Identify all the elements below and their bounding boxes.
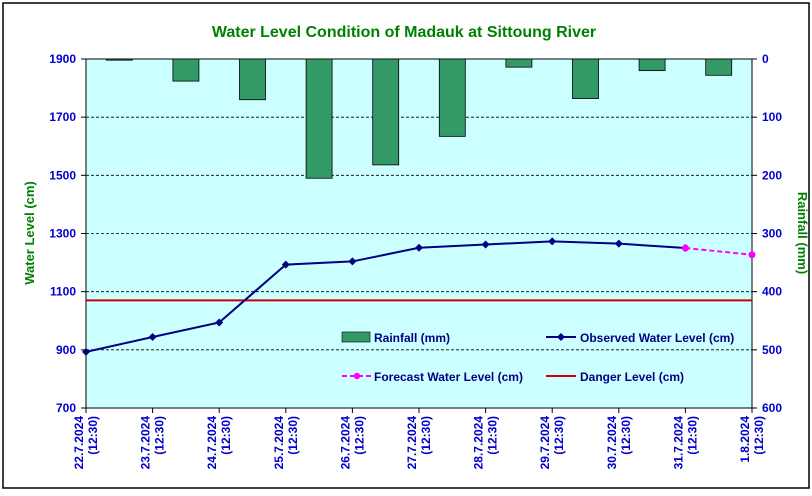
y2-axis-title: Rainfall (mm)	[795, 192, 810, 274]
x-tick-date-8: 30.7.2024	[605, 416, 619, 470]
y-tick-label-1500: 1500	[49, 168, 76, 182]
rainfall-bar-2	[239, 58, 266, 101]
y-tick-label-1900: 1900	[49, 52, 76, 66]
x-tick-date-6: 28.7.2024	[472, 416, 486, 470]
rainfall-bar-6	[505, 58, 533, 68]
y2-tick-label-0: 0	[762, 52, 769, 66]
legend-label-rainfall: Rainfall (mm)	[374, 331, 450, 345]
forecast-water-level-line	[685, 247, 753, 256]
x-tick-date-3: 25.7.2024	[272, 416, 286, 470]
y-tick-label-1700: 1700	[49, 110, 76, 124]
legend-label-danger: Danger Level (cm)	[580, 370, 684, 384]
y2-tick-label-500: 500	[762, 343, 782, 357]
observed-point-5	[415, 243, 423, 252]
rainfall-bar-7	[572, 58, 599, 99]
x-tick-time-6: (12:30)	[486, 416, 500, 455]
rainfall-bar-0	[105, 58, 133, 61]
y-axis-title: Water Level (cm)	[22, 181, 37, 285]
x-tick-date-9: 31.7.2024	[671, 416, 685, 470]
y2-tick-label-300: 300	[762, 227, 782, 241]
observed-point-2	[215, 318, 224, 327]
rainfall-bar-9	[705, 58, 733, 76]
rainfall-bar-3	[305, 58, 333, 179]
grid-lines	[86, 116, 752, 351]
y-tick-label-1300: 1300	[49, 227, 76, 241]
x-tick-time-3: (12:30)	[286, 416, 300, 455]
x-tick-date-2: 24.7.2024	[205, 416, 219, 470]
rainfall-bar-8	[638, 58, 666, 72]
x-tick-date-7: 29.7.2024	[538, 416, 552, 470]
observed-point-8	[614, 239, 623, 248]
y-tick-label-900: 900	[56, 343, 76, 357]
y-tick-label-700: 700	[56, 401, 76, 415]
rainfall-bars	[105, 58, 733, 179]
forecast-point-10	[748, 251, 756, 259]
x-tick-time-7: (12:30)	[552, 416, 566, 455]
rainfall-bar-4	[372, 58, 400, 166]
y2-tick-label-400: 400	[762, 285, 782, 299]
x-tick-date-10: 1.8.2024	[738, 416, 752, 463]
rainfall-bar-1	[172, 58, 200, 82]
axes: 1900 1700 1500 1300 1100 900 700 0 100 200 300 400 5…	[49, 52, 782, 469]
legend-item-forecast: Forecast Water Level (cm)	[342, 370, 523, 384]
observed-point-6	[481, 240, 490, 249]
legend-item-rainfall: Rainfall (mm)	[341, 331, 450, 345]
observed-water-level-line	[85, 240, 686, 353]
observed-point-3	[281, 260, 290, 269]
x-tick-time-8: (12:30)	[619, 416, 633, 455]
y2-tick-label-200: 200	[762, 168, 782, 182]
legend-item-danger: Danger Level (cm)	[546, 370, 684, 384]
x-tick-time-9: (12:30)	[685, 416, 699, 455]
x-tick-time-10: (12:30)	[752, 416, 766, 455]
x-tick-date-4: 26.7.2024	[338, 416, 352, 470]
legend-marker-forecast	[353, 372, 361, 380]
forecast-point-9	[681, 244, 689, 252]
y2-tick-label-100: 100	[762, 110, 782, 124]
observed-point-4	[348, 257, 357, 266]
legend-swatch-rainfall	[341, 331, 371, 343]
legend-item-observed: Observed Water Level (cm)	[546, 331, 734, 345]
x-tick-date-0: 22.7.2024	[72, 416, 86, 470]
x-tick-time-5: (12:30)	[419, 416, 433, 455]
x-tick-date-1: 23.7.2024	[139, 416, 153, 470]
y-tick-label-1100: 1100	[50, 285, 76, 299]
observed-point-1	[148, 333, 157, 342]
x-tick-time-4: (12:30)	[352, 416, 366, 455]
legend: Rainfall (mm) Observed Water Level (cm) …	[341, 331, 734, 384]
x-tick-time-2: (12:30)	[219, 416, 233, 455]
x-tick-date-5: 27.7.2024	[405, 416, 419, 470]
chart-title: Water Level Condition of Madauk at Sitto…	[212, 24, 596, 41]
forecast-line-layer	[681, 244, 756, 259]
x-tick-time-0: (12:30)	[86, 416, 100, 455]
x-tick-time-1: (12:30)	[153, 416, 167, 455]
legend-label-observed: Observed Water Level (cm)	[580, 331, 734, 345]
observed-point-7	[548, 237, 557, 246]
legend-label-forecast: Forecast Water Level (cm)	[374, 370, 523, 384]
legend-marker-observed	[557, 333, 565, 341]
rainfall-bar-5	[438, 58, 466, 137]
y2-tick-label-600: 600	[762, 401, 782, 415]
